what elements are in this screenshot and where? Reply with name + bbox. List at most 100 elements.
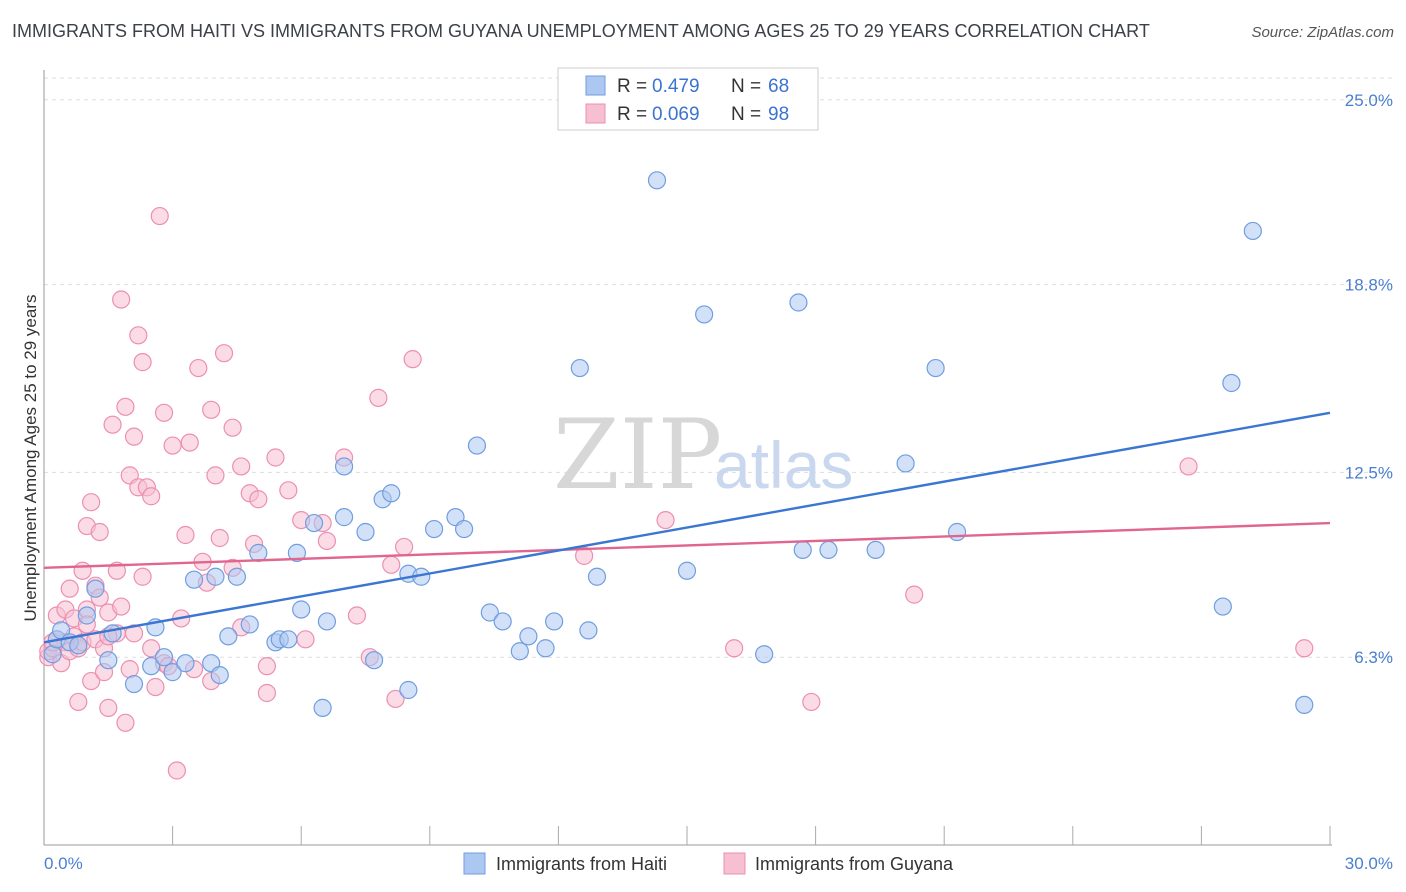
guyana-point bbox=[214, 344, 234, 363]
guyana-point bbox=[802, 692, 821, 712]
y-tick-label: 18.8% bbox=[1345, 276, 1393, 295]
guyana-point bbox=[296, 630, 315, 649]
haiti-point bbox=[1243, 221, 1262, 241]
guyana-point bbox=[90, 522, 109, 542]
haiti-point bbox=[493, 612, 512, 631]
guyana-point bbox=[656, 510, 675, 530]
haiti-point bbox=[86, 579, 105, 598]
bottom-legend-label-guyana: Immigrants from Guyana bbox=[755, 854, 954, 874]
guyana-point bbox=[150, 206, 169, 226]
haiti-point bbox=[510, 642, 529, 661]
trend-lines bbox=[43, 411, 1331, 644]
haiti-point bbox=[240, 615, 259, 634]
axes bbox=[43, 70, 1332, 846]
haiti-point bbox=[1295, 695, 1314, 715]
haiti-point bbox=[1213, 597, 1232, 616]
guyana-point bbox=[210, 528, 229, 548]
guyana-point bbox=[146, 677, 165, 697]
haiti-point bbox=[69, 636, 88, 655]
legend-r-label-guyana: R = bbox=[617, 104, 647, 125]
haiti-point bbox=[292, 600, 311, 619]
haiti-point bbox=[1222, 373, 1241, 393]
guyana-point bbox=[103, 415, 122, 434]
guyana-point bbox=[133, 353, 152, 372]
y-tick-label: 25.0% bbox=[1345, 91, 1393, 110]
y-tick-label: 12.5% bbox=[1345, 463, 1393, 482]
source-label: Source: ZipAtlas.com bbox=[1251, 24, 1394, 41]
guyana-point bbox=[176, 525, 195, 545]
guyana-point bbox=[279, 481, 298, 500]
haiti-point bbox=[313, 698, 332, 717]
guyana-point bbox=[116, 713, 135, 732]
haiti-point bbox=[334, 457, 354, 476]
x-tick-label-min: 0.0% bbox=[44, 854, 83, 873]
watermark-zip: ZIP bbox=[553, 399, 722, 511]
guyana-point bbox=[347, 606, 367, 625]
haiti-point bbox=[154, 648, 174, 667]
guyana-point bbox=[394, 537, 414, 557]
legend-n-value-guyana: 98 bbox=[768, 104, 789, 125]
haiti-point bbox=[789, 293, 808, 312]
guyana-point bbox=[206, 466, 225, 485]
haiti-point bbox=[382, 484, 401, 503]
haiti-point bbox=[219, 627, 238, 646]
guyana-point bbox=[129, 326, 148, 345]
haiti-point bbox=[163, 663, 182, 682]
guyana-point bbox=[180, 433, 199, 452]
guyana-point bbox=[232, 457, 251, 476]
guyana-point bbox=[69, 692, 88, 712]
guyana-point bbox=[1295, 639, 1314, 658]
guyana-point bbox=[154, 403, 174, 422]
guyana-point bbox=[142, 639, 161, 658]
haiti-points bbox=[43, 171, 1314, 717]
guyana-point bbox=[223, 418, 242, 437]
bottom-legend-swatch-haiti bbox=[463, 852, 486, 875]
haiti-point bbox=[77, 606, 96, 625]
guyana-point bbox=[257, 657, 277, 676]
bottom-legend-label-haiti: Immigrants from Haiti bbox=[496, 854, 667, 874]
chart-title: IMMIGRANTS FROM HAITI VS IMMIGRANTS FROM… bbox=[12, 21, 1150, 41]
trend-line-haiti bbox=[43, 411, 1331, 644]
haiti-point bbox=[227, 567, 246, 586]
guyana-point bbox=[202, 400, 221, 419]
watermark-atlas: atlas bbox=[714, 428, 853, 502]
haiti-point bbox=[364, 651, 384, 670]
haiti-point bbox=[206, 567, 225, 586]
legend-r-value-haiti: 0.479 bbox=[652, 76, 700, 97]
haiti-point bbox=[454, 519, 474, 539]
guyana-point bbox=[82, 671, 101, 691]
haiti-point bbox=[317, 612, 337, 631]
guyana-point bbox=[163, 436, 182, 455]
legend-n-label-guyana: N = bbox=[731, 104, 761, 125]
guyana-point bbox=[382, 555, 401, 574]
guyana-point bbox=[257, 683, 277, 703]
legend-swatch-haiti bbox=[585, 75, 606, 96]
haiti-point bbox=[124, 674, 144, 694]
haiti-point bbox=[536, 639, 555, 658]
bottom-legend-swatch-guyana bbox=[723, 852, 746, 875]
legend-r-label-haiti: R = bbox=[617, 76, 647, 97]
haiti-point bbox=[249, 543, 268, 562]
y-tick-label: 6.3% bbox=[1354, 648, 1393, 667]
guyana-point bbox=[142, 487, 161, 506]
guyana-point bbox=[725, 639, 744, 658]
guyana-point bbox=[386, 689, 405, 709]
haiti-point bbox=[334, 508, 354, 527]
haiti-point bbox=[43, 645, 62, 664]
legend-r-value-guyana: 0.069 bbox=[652, 104, 700, 125]
legend-n-value-haiti: 68 bbox=[768, 76, 789, 97]
guyana-point bbox=[124, 624, 144, 643]
haiti-point bbox=[176, 654, 195, 673]
haiti-point bbox=[570, 358, 589, 378]
watermark: ZIP atlas bbox=[553, 399, 853, 511]
haiti-point bbox=[866, 540, 885, 560]
guyana-point bbox=[116, 397, 135, 416]
haiti-point bbox=[424, 519, 444, 539]
haiti-point bbox=[519, 627, 538, 646]
haiti-point bbox=[210, 665, 229, 685]
haiti-point bbox=[356, 522, 375, 542]
guyana-point bbox=[99, 698, 118, 717]
guyana-point bbox=[317, 531, 337, 551]
legend-swatch-guyana bbox=[585, 103, 606, 124]
gridlines bbox=[44, 77, 1392, 658]
